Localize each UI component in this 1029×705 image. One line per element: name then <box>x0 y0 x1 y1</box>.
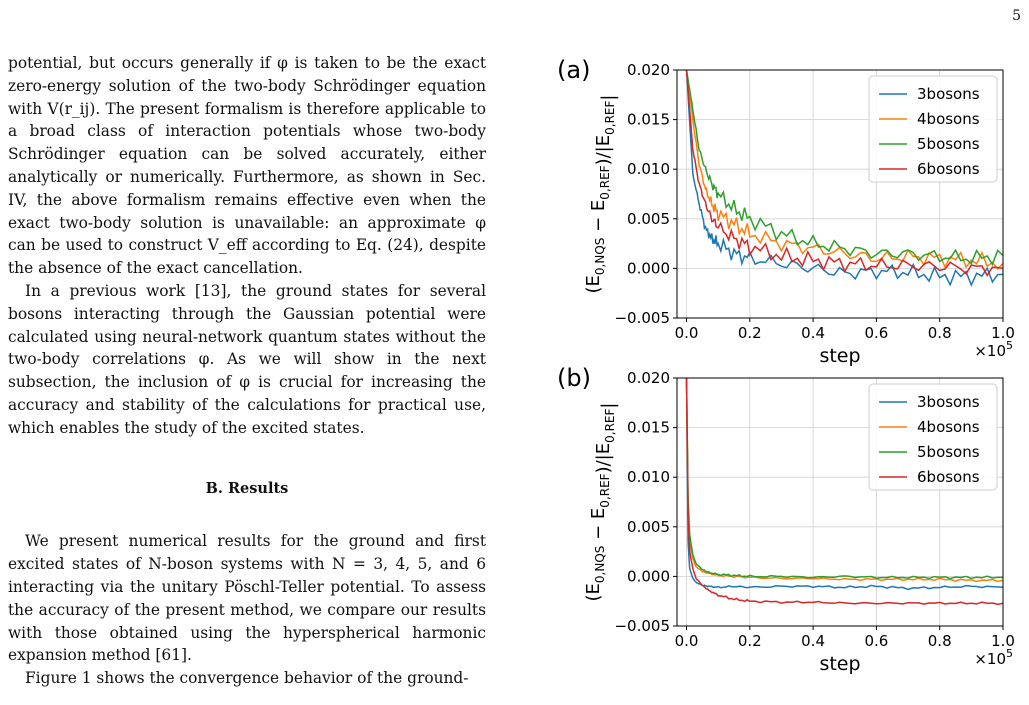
paragraph-3: We present numerical results for the gro… <box>8 532 486 665</box>
y-tick-label: 0.020 <box>627 369 670 387</box>
series-line-3bosons <box>685 70 1003 288</box>
x-tick-label: 0.0 <box>675 324 699 342</box>
legend-box <box>868 75 998 183</box>
y-tick-label: 0.000 <box>627 259 670 277</box>
chart-panel-0: (a) 0.0 0.2 0.4 0.6 0.8 1.0 −0.005 0.000 0.005 0.0… <box>557 56 1015 367</box>
x-tick-label: 1.0 <box>991 632 1015 650</box>
section-heading: B. Results <box>205 479 289 497</box>
legend-label: 5bosons <box>917 443 980 461</box>
figure-1: (a) 0.0 0.2 0.4 0.6 0.8 1.0 −0.005 0.000 0.005 0.0… <box>557 56 1015 675</box>
paragraph-2: In a previous work [13], the ground stat… <box>8 281 486 437</box>
y-tick-label: 0.010 <box>627 160 670 178</box>
y-tick-label: 0.015 <box>627 111 670 129</box>
legend-label: 6bosons <box>917 160 980 178</box>
y-tick-label: 0.005 <box>627 518 670 536</box>
series-line-3bosons <box>685 378 1003 591</box>
page-number: 5 <box>1012 8 1021 24</box>
y-tick-label: −0.005 <box>614 617 670 635</box>
y-tick-label: 0.010 <box>627 468 670 486</box>
x-tick-label: 0.0 <box>675 632 699 650</box>
x-multiplier: ×105 <box>974 647 1013 668</box>
plot-frame <box>676 377 1004 627</box>
x-tick-label: 0.2 <box>738 324 762 342</box>
plot-frame <box>676 69 1004 319</box>
series-line-5bosons <box>685 70 1003 267</box>
y-tick-label: 0.020 <box>627 61 670 79</box>
panel-label: (b) <box>557 364 591 392</box>
x-tick-label: 0.4 <box>801 324 825 342</box>
legend-label: 6bosons <box>917 468 980 486</box>
legend-label: 4bosons <box>917 418 980 436</box>
legend-label: 3bosons <box>917 85 980 103</box>
y-axis-label: (E0,NQS − E0,REF)/|E0,REF| <box>583 95 619 294</box>
text-column: potential, but occurs generally if φ is … <box>8 52 486 690</box>
series-line-5bosons <box>685 378 1003 580</box>
y-tick-label: 0.000 <box>627 567 670 585</box>
legend-box <box>868 383 998 491</box>
legend-label: 3bosons <box>917 393 980 411</box>
chart-panel-1: (b) 0.0 0.2 0.4 0.6 0.8 1.0 −0.005 0.000 0.005 0.0… <box>557 364 1015 675</box>
x-tick-label: 1.0 <box>991 324 1015 342</box>
y-axis-label: (E0,NQS − E0,REF)/|E0,REF| <box>583 403 619 602</box>
x-tick-label: 0.8 <box>928 632 952 650</box>
y-tick-label: 0.005 <box>627 210 670 228</box>
legend-label: 4bosons <box>917 110 980 128</box>
x-tick-label: 0.8 <box>928 324 952 342</box>
y-tick-label: 0.015 <box>627 419 670 437</box>
panel-label: (a) <box>557 56 590 84</box>
x-tick-label: 0.6 <box>864 632 888 650</box>
series-line-6bosons <box>685 70 1003 277</box>
x-tick-label: 0.6 <box>864 324 888 342</box>
y-tick-label: −0.005 <box>614 309 670 327</box>
x-multiplier: ×105 <box>974 339 1013 360</box>
series-line-6bosons <box>685 378 1003 606</box>
legend-label: 5bosons <box>917 135 980 153</box>
x-tick-label: 0.4 <box>801 632 825 650</box>
x-tick-label: 0.2 <box>738 632 762 650</box>
x-axis-label: step <box>819 653 860 675</box>
paragraph-1: potential, but occurs generally if φ is … <box>8 54 486 278</box>
paragraph-4: Figure 1 shows the convergence behavior … <box>25 669 469 688</box>
x-axis-label: step <box>819 345 860 367</box>
